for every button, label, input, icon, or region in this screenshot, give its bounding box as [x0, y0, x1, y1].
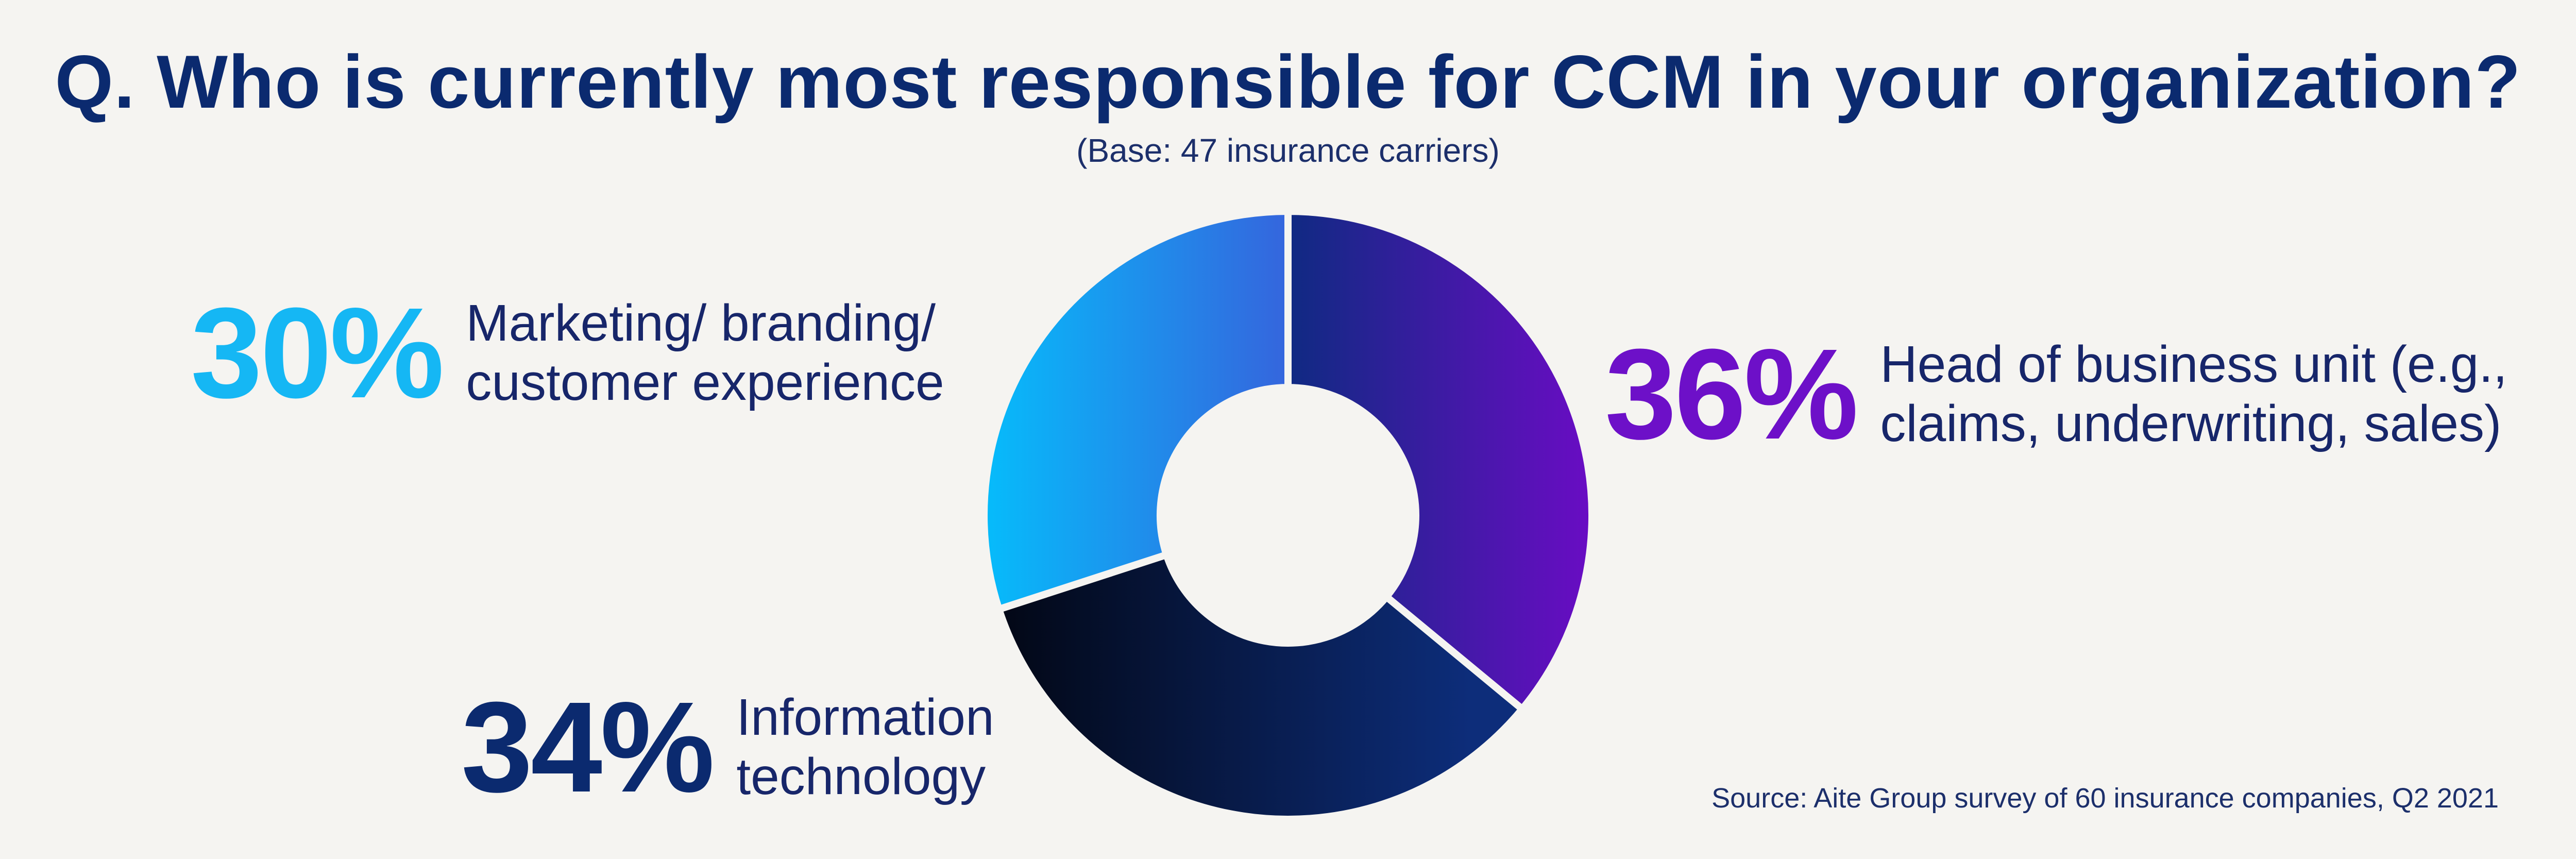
donut-slice-it	[994, 550, 1528, 823]
donut-chart	[980, 207, 1596, 823]
marketing-label: Marketing/ branding/ customer experience	[466, 294, 944, 411]
donut-slice-business	[1284, 207, 1596, 714]
business-unit-label: Head of business unit (e.g., claims, und…	[1880, 335, 2507, 452]
donut-slice-marketing	[980, 207, 1292, 614]
callout-business-unit: 36% Head of business unit (e.g., claims,…	[1605, 330, 2507, 459]
chart-title: Q. Who is currently most responsible for…	[55, 40, 2521, 124]
source-note: Source: Aite Group survey of 60 insuranc…	[1711, 783, 2499, 814]
marketing-percentage: 30%	[191, 281, 444, 425]
business-unit-percentage: 36%	[1605, 322, 1858, 466]
callout-marketing: 30% Marketing/ branding/ customer experi…	[191, 289, 944, 417]
it-label: Information technology	[736, 688, 994, 805]
callout-information-technology: 34% Information technology	[461, 683, 994, 812]
it-percentage: 34%	[461, 675, 715, 819]
chart-subtitle: (Base: 47 insurance carriers)	[1076, 132, 1500, 169]
